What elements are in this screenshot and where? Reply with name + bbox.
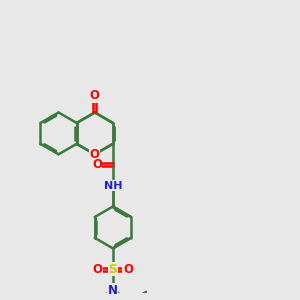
Text: S: S — [108, 263, 117, 276]
Text: NH: NH — [103, 181, 122, 190]
Text: N: N — [108, 284, 118, 297]
Text: O: O — [90, 148, 100, 161]
Text: O: O — [123, 263, 133, 276]
Text: O: O — [90, 89, 100, 102]
Text: O: O — [93, 263, 103, 276]
Text: O: O — [92, 158, 102, 171]
